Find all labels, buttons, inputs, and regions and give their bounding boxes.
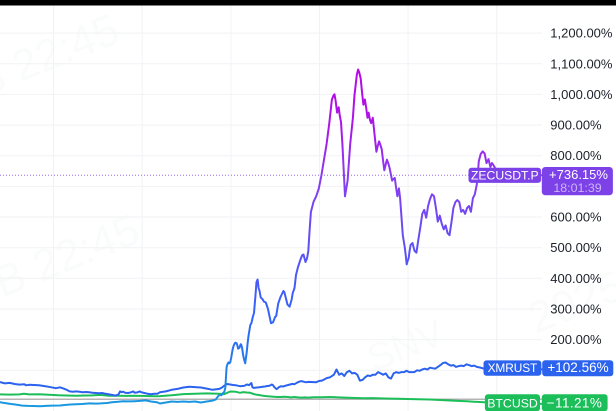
svg-text:500.00%: 500.00%	[550, 240, 602, 255]
svg-text:+736.15%: +736.15%	[549, 167, 608, 182]
svg-text:1,000.00%: 1,000.00%	[550, 87, 613, 102]
svg-text:BTCUSD: BTCUSD	[487, 397, 538, 411]
svg-text:18:01:39: 18:01:39	[553, 181, 601, 195]
svg-text:−11.21%: −11.21%	[547, 396, 602, 411]
svg-text:800.00%: 800.00%	[550, 148, 602, 163]
svg-text:400.00%: 400.00%	[550, 271, 602, 286]
svg-text:XMRUST: XMRUST	[488, 361, 538, 375]
svg-text:600.00%: 600.00%	[550, 210, 602, 225]
svg-text:200.00%: 200.00%	[550, 332, 602, 347]
svg-text:900.00%: 900.00%	[550, 118, 602, 133]
svg-text:300.00%: 300.00%	[550, 302, 602, 317]
svg-text:ZECUSDT.P: ZECUSDT.P	[471, 168, 539, 182]
svg-text:1,200.00%: 1,200.00%	[550, 26, 613, 41]
svg-text:+102.56%: +102.56%	[547, 360, 608, 375]
svg-text:1,100.00%: 1,100.00%	[550, 56, 613, 71]
